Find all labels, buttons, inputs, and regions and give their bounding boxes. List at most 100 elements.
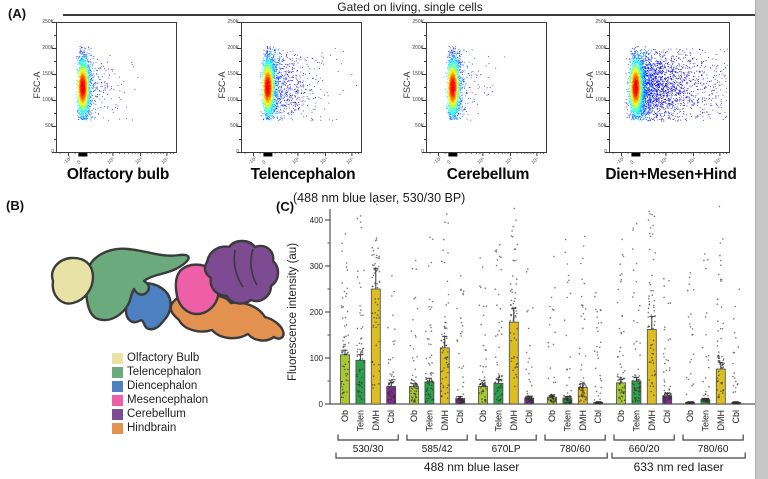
data-point: [501, 393, 503, 395]
data-point: [499, 244, 501, 246]
data-point: [428, 362, 430, 365]
data-point: [718, 374, 720, 377]
data-point: [494, 381, 497, 384]
c-category-label: DMH: [647, 410, 657, 431]
data-point: [377, 247, 379, 250]
data-point: [446, 386, 448, 389]
data-point: [664, 326, 666, 328]
data-point: [359, 369, 361, 371]
data-point: [584, 235, 586, 238]
data-point: [513, 337, 516, 339]
data-point: [663, 396, 665, 398]
data-point: [514, 314, 517, 317]
brain-diagram: [50, 239, 285, 342]
data-point: [721, 328, 724, 330]
data-point: [717, 396, 719, 398]
data-point: [478, 378, 481, 381]
data-point: [481, 401, 483, 403]
data-point: [356, 375, 358, 378]
data-point: [497, 373, 500, 375]
laser-bracket: [611, 452, 746, 459]
data-point: [346, 287, 349, 290]
data-point: [362, 353, 364, 355]
data-point: [653, 370, 656, 372]
data-point: [495, 249, 498, 251]
data-point: [667, 339, 670, 341]
data-point: [568, 279, 570, 282]
data-point: [356, 276, 359, 278]
data-point: [460, 335, 462, 337]
data-point: [667, 394, 670, 397]
data-point: [722, 366, 725, 368]
data-point: [653, 299, 656, 302]
data-point: [484, 349, 486, 351]
data-point: [633, 376, 635, 379]
data-point: [411, 374, 414, 377]
dot-column-780/60-Cbl: [731, 288, 741, 405]
data-point: [516, 312, 518, 315]
data-point: [637, 378, 640, 381]
filter-bracket: [406, 434, 468, 441]
data-point: [342, 306, 345, 308]
data-point: [527, 395, 530, 397]
data-point: [346, 380, 349, 382]
data-point: [623, 385, 626, 387]
data-point: [707, 395, 709, 397]
data-point: [514, 248, 517, 250]
data-point: [372, 324, 375, 327]
brain-region-telencephalon: [84, 247, 190, 322]
data-point: [444, 221, 446, 223]
data-point: [509, 320, 511, 322]
data-point: [736, 401, 738, 404]
data-point: [633, 389, 636, 391]
data-point: [716, 380, 718, 383]
data-point: [553, 376, 555, 379]
data-point: [511, 357, 513, 360]
data-point: [668, 391, 671, 394]
data-point: [583, 282, 586, 285]
data-point: [566, 392, 569, 394]
data-point: [341, 242, 344, 245]
data-point: [585, 399, 587, 401]
data-point: [497, 293, 500, 296]
data-point: [583, 392, 585, 394]
c-category-label: Cbl: [662, 410, 672, 424]
data-point: [478, 384, 481, 386]
data-point: [446, 391, 449, 394]
data-point: [345, 262, 348, 264]
data-point: [732, 375, 734, 378]
data-point: [667, 359, 669, 362]
data-point: [652, 385, 655, 388]
flow-y-tick: 250K: [595, 19, 607, 25]
data-point: [528, 357, 530, 360]
legend-swatch: [112, 422, 123, 434]
data-point: [596, 310, 598, 313]
data-point: [359, 286, 362, 289]
data-point: [378, 383, 380, 385]
data-point: [485, 386, 487, 388]
data-point: [596, 326, 598, 329]
data-point: [638, 375, 640, 377]
data-point: [374, 298, 376, 300]
data-point: [510, 339, 512, 342]
data-point: [734, 305, 737, 308]
data-point: [441, 345, 444, 348]
c-category-label: Cbl: [593, 410, 603, 424]
data-point: [669, 394, 672, 397]
data-point: [582, 381, 584, 384]
data-point: [663, 356, 665, 358]
data-point: [663, 296, 665, 299]
data-point: [458, 399, 460, 402]
data-point: [515, 363, 518, 366]
data-point: [432, 372, 434, 375]
data-point: [580, 380, 582, 383]
legend-label: Mesencephalon: [127, 394, 209, 406]
data-point: [393, 381, 395, 383]
data-point: [497, 390, 499, 392]
screenshot-right-edge: [755, 0, 768, 479]
data-point: [392, 314, 394, 316]
data-point: [720, 264, 722, 266]
flow-plot-telencephalon: FSC-A 250K 200K 150K 100K 50K 0 -10² 0 10³ 10⁴ 10⁵ T…: [213, 16, 393, 188]
flow-y-tick: 200K: [595, 45, 607, 51]
data-point: [392, 371, 394, 373]
